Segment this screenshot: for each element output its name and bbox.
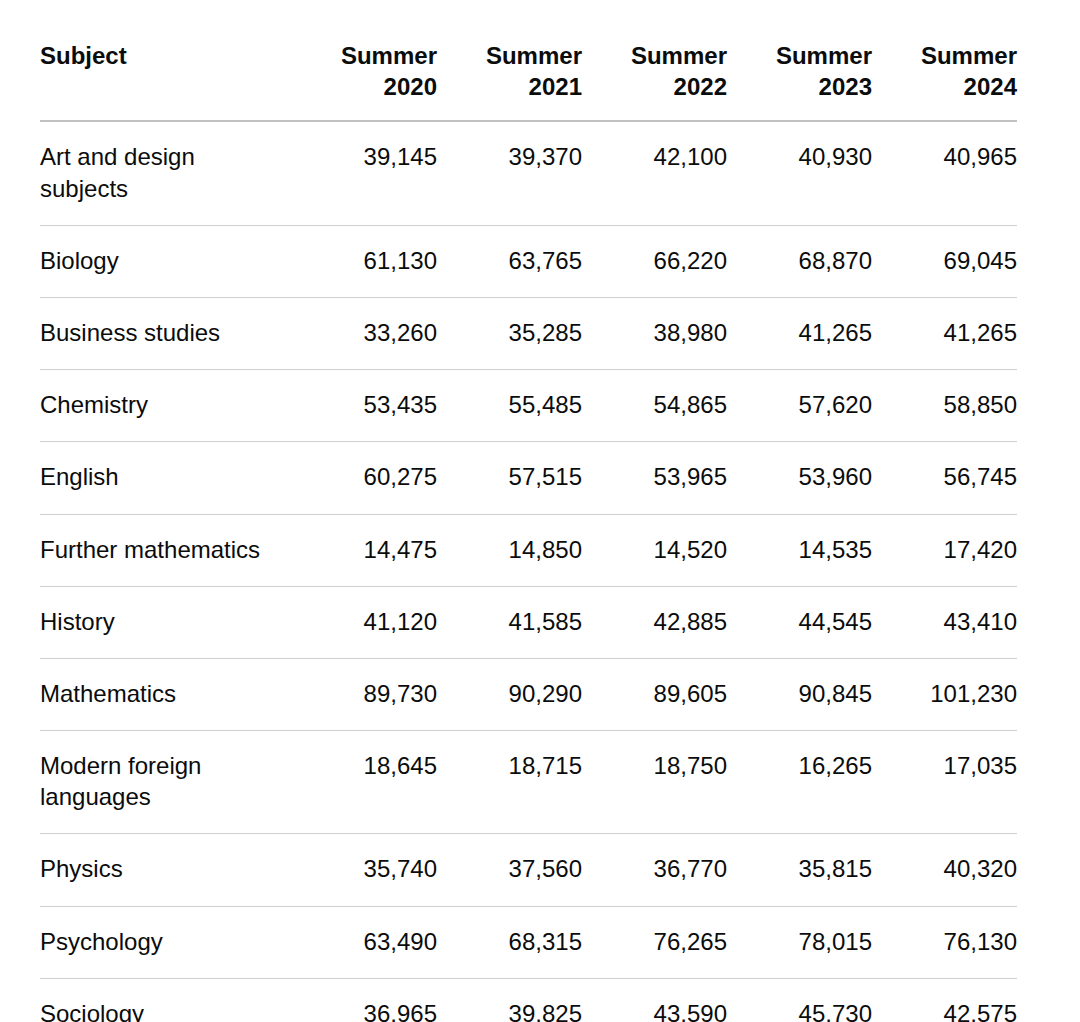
value-cell: 44,545 [727,586,872,658]
value-cell: 66,220 [582,225,727,297]
value-cell: 60,275 [292,442,437,514]
table-row: Physics35,74037,56036,77035,81540,320 [40,834,1017,906]
subject-cell: Sociology [40,978,292,1022]
value-cell: 35,285 [437,297,582,369]
value-cell: 58,850 [872,370,1017,442]
value-cell: 14,850 [437,514,582,586]
value-cell: 18,715 [437,731,582,834]
subject-cell: Psychology [40,906,292,978]
value-cell: 63,765 [437,225,582,297]
value-cell: 40,965 [872,121,1017,225]
table-row: Further mathematics14,47514,85014,52014,… [40,514,1017,586]
value-cell: 35,740 [292,834,437,906]
value-cell: 14,520 [582,514,727,586]
value-cell: 61,130 [292,225,437,297]
value-cell: 41,265 [872,297,1017,369]
table-row: Art and design subjects39,14539,37042,10… [40,121,1017,225]
value-cell: 43,590 [582,978,727,1022]
value-cell: 16,265 [727,731,872,834]
value-cell: 36,965 [292,978,437,1022]
value-cell: 76,130 [872,906,1017,978]
value-cell: 37,560 [437,834,582,906]
value-cell: 18,750 [582,731,727,834]
subject-cell: Business studies [40,297,292,369]
table-body: Art and design subjects39,14539,37042,10… [40,121,1017,1022]
value-cell: 43,410 [872,586,1017,658]
value-cell: 14,475 [292,514,437,586]
subject-cell: English [40,442,292,514]
subject-cell: Mathematics [40,658,292,730]
subject-cell: Chemistry [40,370,292,442]
value-cell: 38,980 [582,297,727,369]
column-header-summer-2020: Summer 2020 [292,40,437,121]
subject-cell: Biology [40,225,292,297]
value-cell: 53,435 [292,370,437,442]
value-cell: 41,585 [437,586,582,658]
table-row: Modern foreign languages18,64518,71518,7… [40,731,1017,834]
value-cell: 35,815 [727,834,872,906]
value-cell: 55,485 [437,370,582,442]
page: Subject Summer 2020 Summer 2021 Summer 2… [0,0,1080,1022]
value-cell: 42,575 [872,978,1017,1022]
value-cell: 36,770 [582,834,727,906]
subject-cell: History [40,586,292,658]
value-cell: 14,535 [727,514,872,586]
subject-cell: Modern foreign languages [40,731,292,834]
subject-entries-table: Subject Summer 2020 Summer 2021 Summer 2… [40,40,1017,1022]
value-cell: 53,960 [727,442,872,514]
table-row: Psychology63,49068,31576,26578,01576,130 [40,906,1017,978]
value-cell: 42,100 [582,121,727,225]
value-cell: 90,845 [727,658,872,730]
column-header-subject: Subject [40,40,292,121]
table-row: English60,27557,51553,96553,96056,745 [40,442,1017,514]
column-header-summer-2021: Summer 2021 [437,40,582,121]
value-cell: 101,230 [872,658,1017,730]
value-cell: 42,885 [582,586,727,658]
value-cell: 33,260 [292,297,437,369]
table-row: Chemistry53,43555,48554,86557,62058,850 [40,370,1017,442]
value-cell: 63,490 [292,906,437,978]
subject-cell: Physics [40,834,292,906]
value-cell: 41,265 [727,297,872,369]
value-cell: 17,035 [872,731,1017,834]
value-cell: 89,730 [292,658,437,730]
table-row: Biology61,13063,76566,22068,87069,045 [40,225,1017,297]
table-row: History41,12041,58542,88544,54543,410 [40,586,1017,658]
table-row: Mathematics89,73090,29089,60590,845101,2… [40,658,1017,730]
value-cell: 76,265 [582,906,727,978]
value-cell: 41,120 [292,586,437,658]
value-cell: 56,745 [872,442,1017,514]
subject-cell: Art and design subjects [40,121,292,225]
table-row: Sociology36,96539,82543,59045,73042,575 [40,978,1017,1022]
value-cell: 57,620 [727,370,872,442]
value-cell: 54,865 [582,370,727,442]
value-cell: 68,315 [437,906,582,978]
column-header-summer-2022: Summer 2022 [582,40,727,121]
column-header-summer-2024: Summer 2024 [872,40,1017,121]
value-cell: 39,370 [437,121,582,225]
value-cell: 78,015 [727,906,872,978]
value-cell: 39,825 [437,978,582,1022]
value-cell: 89,605 [582,658,727,730]
value-cell: 40,320 [872,834,1017,906]
value-cell: 68,870 [727,225,872,297]
value-cell: 17,420 [872,514,1017,586]
value-cell: 57,515 [437,442,582,514]
value-cell: 39,145 [292,121,437,225]
value-cell: 18,645 [292,731,437,834]
value-cell: 40,930 [727,121,872,225]
table-row: Business studies33,26035,28538,98041,265… [40,297,1017,369]
value-cell: 45,730 [727,978,872,1022]
header-row: Subject Summer 2020 Summer 2021 Summer 2… [40,40,1017,121]
subject-cell: Further mathematics [40,514,292,586]
value-cell: 90,290 [437,658,582,730]
table-header: Subject Summer 2020 Summer 2021 Summer 2… [40,40,1017,121]
value-cell: 53,965 [582,442,727,514]
value-cell: 69,045 [872,225,1017,297]
column-header-summer-2023: Summer 2023 [727,40,872,121]
